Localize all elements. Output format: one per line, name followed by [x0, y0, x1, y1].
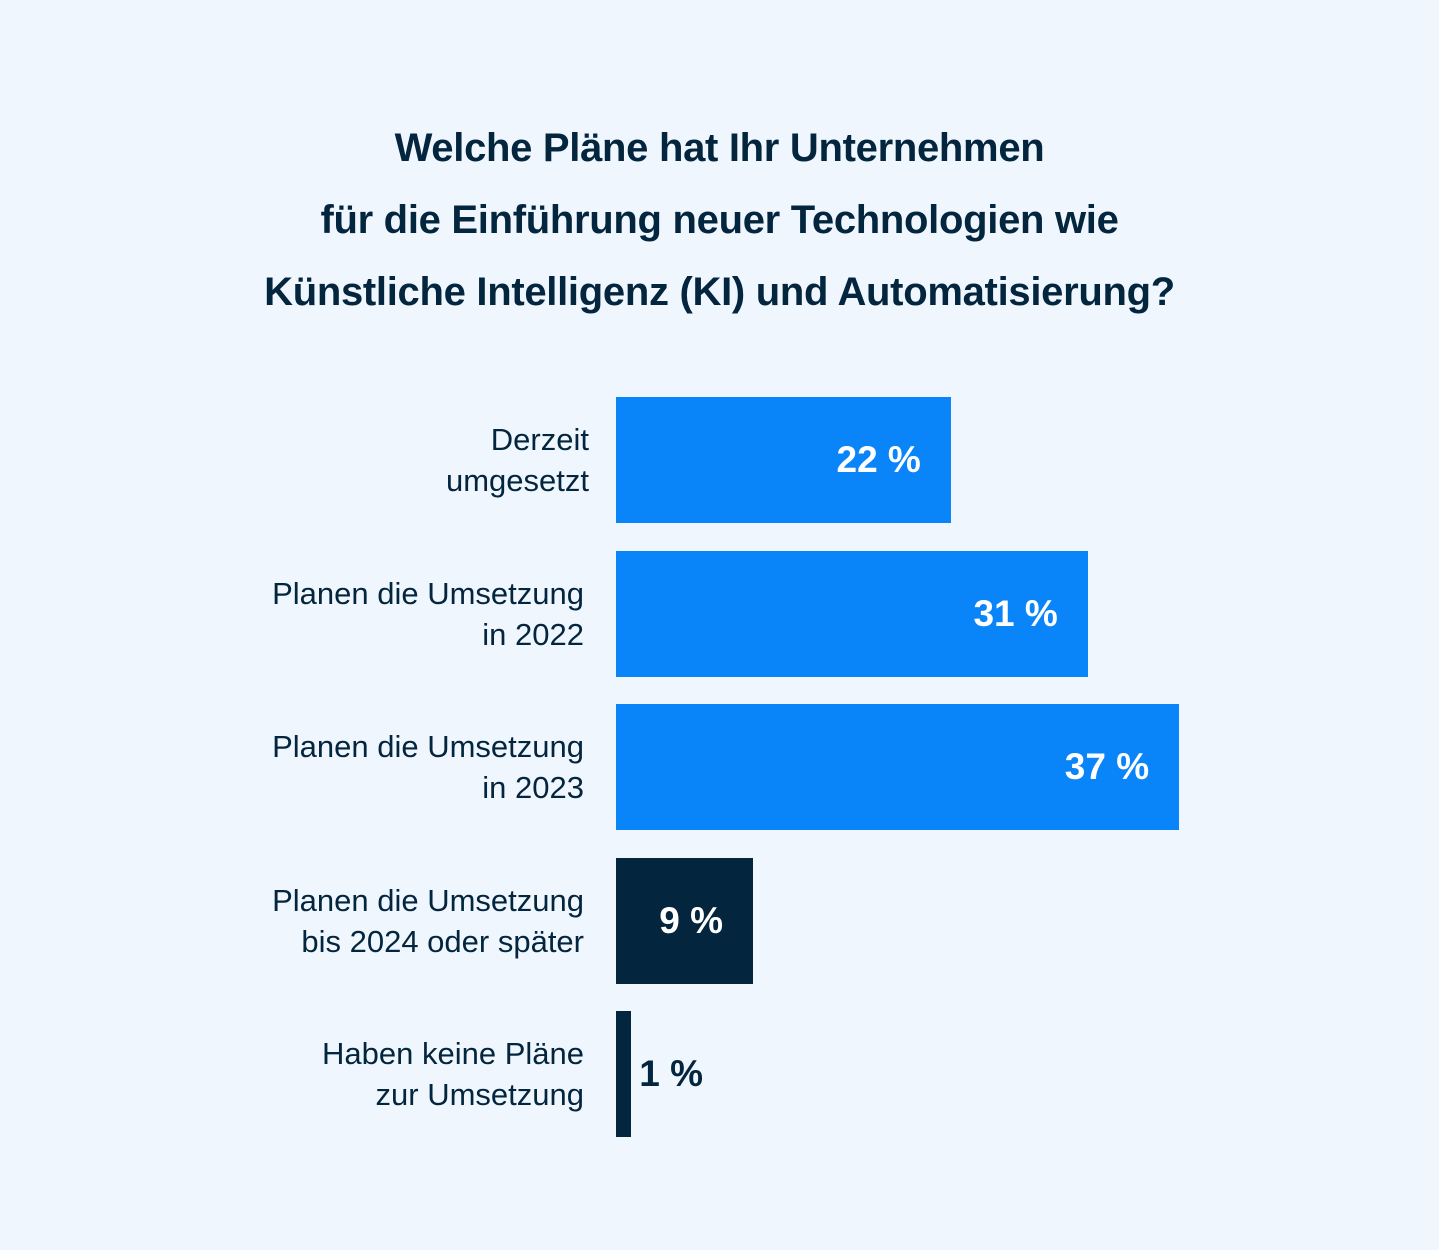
category-label-line: Planen die Umsetzung	[272, 882, 584, 918]
category-label: Haben keine Pläne zur Umsetzung	[184, 1033, 584, 1115]
value-label: 31 %	[973, 592, 1058, 634]
title-line: für die Einführung neuer Technologien wi…	[320, 198, 1119, 242]
category-label-line: Haben keine Pläne	[322, 1036, 584, 1071]
category-label: Planen die Umsetzung in 2023	[184, 726, 584, 808]
value-label: 22 %	[836, 439, 921, 480]
bar	[616, 1011, 632, 1137]
category-label: Derzeit umgesetzt	[189, 419, 589, 501]
bar	[616, 397, 951, 523]
title-line: Welche Pläne hat Ihr Unternehmen	[394, 126, 1045, 170]
category-label-line: in 2023	[482, 770, 584, 805]
category-label-line: Derzeit	[490, 422, 589, 457]
category-label: Planen die Umsetzung in 2022	[184, 573, 584, 655]
category-label-line: Planen die Umsetzung	[272, 729, 584, 764]
bar	[616, 550, 1088, 677]
value-label: 37 %	[1064, 746, 1150, 787]
category-label: Planen die Umsetzung bis 2024 oder später	[184, 880, 584, 962]
category-label-line: bis 2024 oder später	[301, 923, 584, 959]
category-label-line: in 2022	[482, 616, 584, 652]
value-label: 9 %	[659, 899, 723, 941]
chart-title: Welche Pläne hat Ihr Unternehmen für die…	[0, 112, 1439, 328]
title-line: Künstliche Intelligenz (KI) und Automati…	[264, 270, 1175, 314]
bar	[616, 704, 1180, 830]
value-label: 1 %	[639, 1053, 703, 1094]
category-label-line: Planen die Umsetzung	[272, 575, 584, 611]
category-label-line: zur Umsetzung	[375, 1077, 584, 1112]
bar	[616, 857, 753, 984]
category-label-line: umgesetzt	[445, 463, 589, 498]
